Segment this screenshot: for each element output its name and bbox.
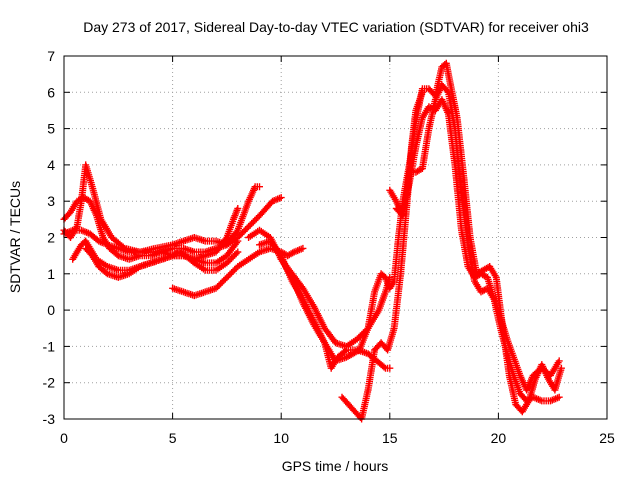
y-tick-label: 6 xyxy=(47,84,55,100)
y-tick-label: 2 xyxy=(47,230,55,246)
y-tick-label: 4 xyxy=(47,157,55,173)
y-tick-label: -2 xyxy=(43,375,56,391)
x-tick-label: 0 xyxy=(60,430,68,446)
x-tick-label: 10 xyxy=(273,430,289,446)
x-tick-label: 15 xyxy=(382,430,398,446)
axis-ticks: 0 5 10 15 20 25 -3 -2 -1 0 1 2 3 4 5 6 7 xyxy=(43,48,615,446)
series-markers xyxy=(399,59,565,416)
y-tick-label: 1 xyxy=(47,266,55,282)
x-axis-label: GPS time / hours xyxy=(282,458,389,474)
y-tick-label: -1 xyxy=(43,338,56,354)
series-markers xyxy=(82,244,242,281)
grid xyxy=(64,56,607,419)
y-tick-label: 5 xyxy=(47,121,55,137)
chart-title: Day 273 of 2017, Sidereal Day-to-day VTE… xyxy=(83,19,589,35)
y-tick-label: 0 xyxy=(47,302,55,318)
y-tick-label: -3 xyxy=(43,411,56,427)
y-tick-label: 7 xyxy=(47,48,55,64)
y-tick-label: 3 xyxy=(47,193,55,209)
data-marks xyxy=(60,59,565,423)
plot-frame xyxy=(63,55,608,420)
x-tick-label: 20 xyxy=(491,430,507,446)
x-tick-label: 5 xyxy=(169,430,177,446)
y-axis-label: SDTVAR / TECUs xyxy=(7,181,23,293)
x-tick-label: 25 xyxy=(599,430,615,446)
data-series xyxy=(82,244,242,281)
data-series xyxy=(399,59,565,416)
